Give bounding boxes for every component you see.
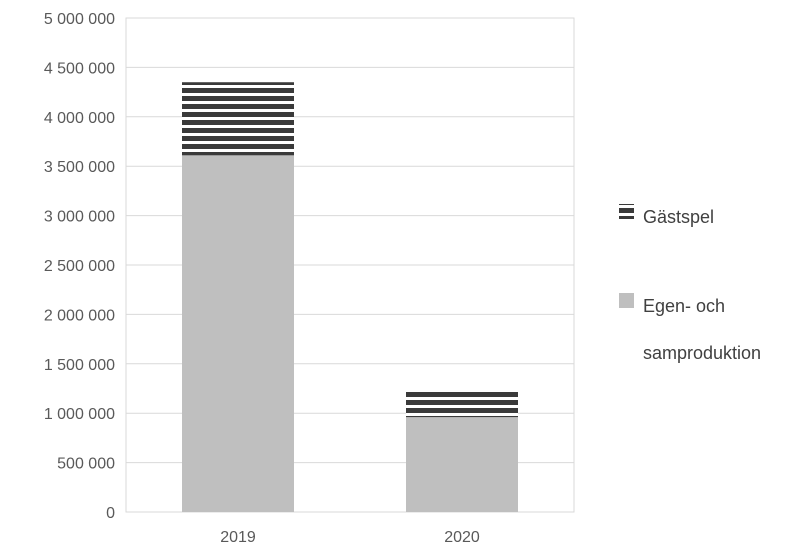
legend: Gästspel Egen- och samproduktion: [619, 204, 761, 363]
y-tick-label: 4 000 000: [44, 110, 115, 127]
y-tick-label: 500 000: [57, 456, 115, 473]
bar-2019-series-0: [182, 155, 294, 512]
bars: [182, 82, 518, 512]
y-axis-ticks: 0 500 000 1 000 000 1 500 000 2 000 000 2 500…: [44, 11, 115, 522]
legend-label-egen-line2: samproduktion: [643, 343, 761, 363]
y-tick-label: 1 500 000: [44, 357, 115, 374]
y-tick-label: 2 000 000: [44, 307, 115, 324]
bar-2020-series-1: [406, 391, 518, 418]
y-tick-label: 2 500 000: [44, 258, 115, 275]
x-tick-label-2020: 2020: [444, 529, 480, 546]
y-tick-label: 3 500 000: [44, 159, 115, 176]
y-tick-label: 3 000 000: [44, 209, 115, 226]
y-tick-label: 4 500 000: [44, 60, 115, 77]
bar-2020-series-0: [406, 417, 518, 512]
y-tick-label: 1 000 000: [44, 406, 115, 423]
bar-2019-series-1: [182, 82, 294, 156]
legend-label-egen-line1: Egen- och: [643, 296, 725, 316]
legend-swatch-egen-och-samproduktion: [619, 293, 634, 308]
y-tick-label: 0: [106, 505, 115, 522]
x-tick-label-2019: 2019: [220, 529, 256, 546]
legend-label-gastspel: Gästspel: [643, 207, 714, 227]
legend-swatch-gastspel: [619, 204, 634, 219]
y-tick-label: 5 000 000: [44, 11, 115, 28]
x-axis-ticks: 2019 2020: [220, 529, 480, 546]
